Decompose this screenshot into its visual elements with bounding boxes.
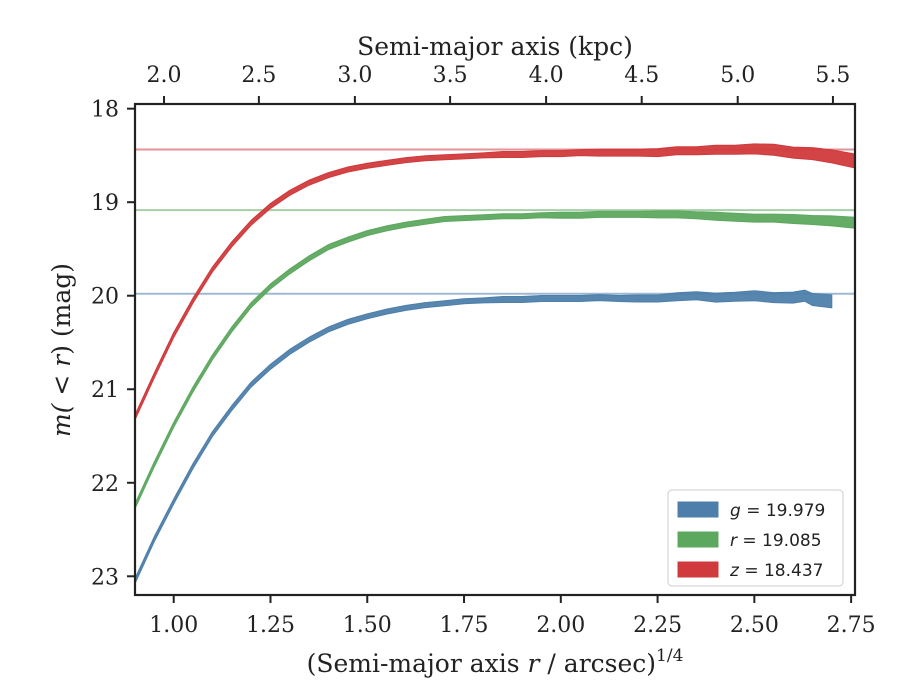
- series-layer: [135, 143, 855, 584]
- x2-tick-label-5.5: 5.5: [815, 63, 850, 88]
- y-tick-label-18: 18: [91, 98, 119, 123]
- x-tick-label-2.50: 2.50: [730, 613, 779, 638]
- axes-layer: 1.00 1.25 1.50 1.75 2.00 2.25 2.50 2.75 2.0 2.5 3.…: [91, 63, 876, 638]
- x-tick-label-2.00: 2.00: [536, 613, 585, 638]
- x-axis-title-prefix: (Semi-major axis: [307, 649, 528, 678]
- y-axis-title-prefix: m(: [47, 402, 76, 437]
- y-tick-label-19: 19: [91, 191, 119, 216]
- y-tick-label-21: 21: [91, 378, 119, 403]
- legend-label-r: r = 19.085: [730, 531, 822, 551]
- x-axis-title-exponent: 1/4: [656, 646, 683, 666]
- x-tick-label-1.00: 1.00: [149, 613, 198, 638]
- y-tick-label-20: 20: [91, 285, 119, 310]
- band-z: [135, 143, 855, 421]
- x2-tick-label-2.0: 2.0: [147, 63, 182, 88]
- x-tick-label-1.50: 1.50: [343, 613, 392, 638]
- x2-tick-label-4.5: 4.5: [624, 63, 659, 88]
- legend-swatch-z: [677, 561, 719, 578]
- legend-label-z: z = 18.437: [729, 561, 823, 581]
- x2-tick-label-3.0: 3.0: [337, 63, 372, 88]
- x-axis-title-suffix: / arcsec): [539, 649, 656, 678]
- legend-swatch-g: [677, 501, 719, 518]
- y-axis-title-suffix: ) (mag): [47, 263, 76, 355]
- top-axis-title: Semi-major axis (kpc): [357, 32, 633, 61]
- y-tick-label-22: 22: [91, 472, 119, 497]
- y-tick-label-23: 23: [91, 565, 119, 590]
- legend-label-g: g = 19.979: [730, 501, 825, 521]
- band-r: [135, 210, 855, 509]
- x-axis-title-var: r: [528, 649, 542, 678]
- y-axis-title: m( < r) (mag): [47, 263, 76, 437]
- x-tick-label-2.25: 2.25: [633, 613, 682, 638]
- legend: g = 19.979 r = 19.085 z = 18.437: [667, 489, 844, 587]
- x-axis-title: (Semi-major axis r / arcsec)1/4: [307, 646, 684, 678]
- x2-tick-label-5.0: 5.0: [720, 63, 755, 88]
- x-tick-label-2.75: 2.75: [827, 613, 876, 638]
- band-g: [135, 289, 833, 584]
- x2-tick-label-4.0: 4.0: [529, 63, 564, 88]
- x2-tick-label-3.5: 3.5: [433, 63, 468, 88]
- x-tick-label-1.75: 1.75: [440, 613, 489, 638]
- x2-tick-label-2.5: 2.5: [241, 63, 276, 88]
- plot-frame: [133, 102, 857, 597]
- x-tick-label-1.25: 1.25: [246, 613, 295, 638]
- y-axis-title-mid: < r: [47, 353, 76, 404]
- legend-swatch-r: [677, 531, 719, 548]
